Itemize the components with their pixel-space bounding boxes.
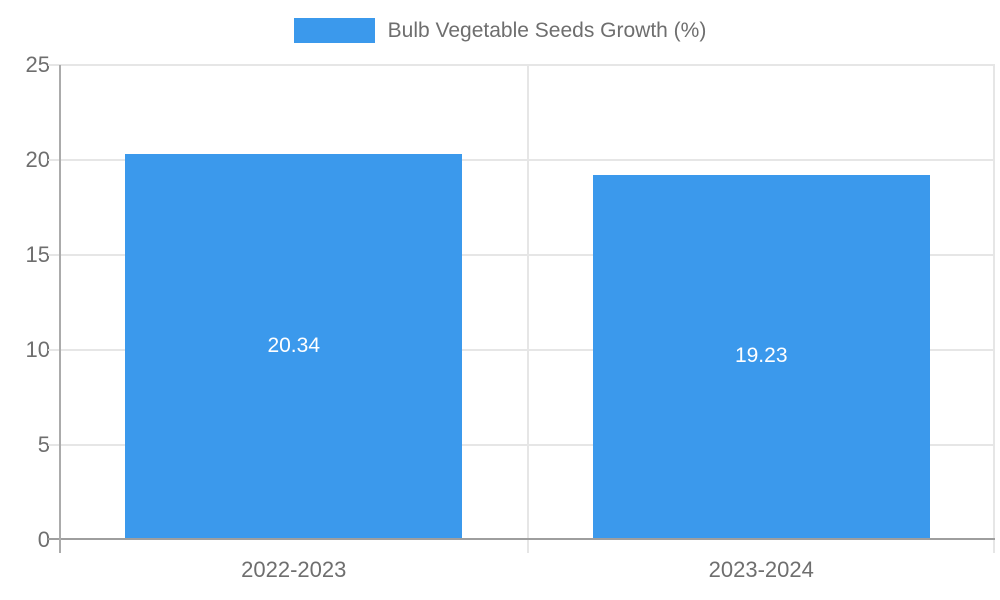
gridline-y-25 (48, 64, 995, 66)
legend: Bulb Vegetable Seeds Growth (%) (0, 18, 1000, 43)
gridline-y-20 (48, 159, 995, 161)
plot-area: 20.34 19.23 (48, 64, 995, 553)
legend-swatch (293, 18, 375, 43)
x-axis-baseline (48, 538, 995, 540)
bar-2022-2023: 20.34 (125, 153, 463, 538)
gridline-y-10 (48, 349, 995, 351)
y-tick-label: 15 (25, 242, 50, 267)
gridline-x-2 (993, 65, 995, 553)
y-tick-label: 25 (25, 52, 50, 77)
x-tick-label: 2023-2024 (708, 557, 814, 582)
bar-value-label: 20.34 (267, 333, 321, 357)
bar-2023-2024: 19.23 (592, 174, 930, 538)
y-tick-label: 0 (37, 527, 50, 552)
gridline-x-1 (526, 65, 529, 553)
y-axis-labels: 0 5 10 15 20 25 (0, 52, 50, 552)
gridline-y-5 (48, 444, 995, 446)
y-tick-label: 10 (25, 337, 50, 362)
y-tick-label: 20 (25, 147, 50, 172)
y-tick-label: 5 (37, 432, 50, 457)
y-axis-line (59, 65, 61, 553)
bar-value-label: 19.23 (734, 344, 788, 368)
legend-label: Bulb Vegetable Seeds Growth (%) (387, 18, 707, 42)
x-tick-label: 2022-2023 (241, 557, 347, 582)
gridline-y-15 (48, 254, 995, 256)
